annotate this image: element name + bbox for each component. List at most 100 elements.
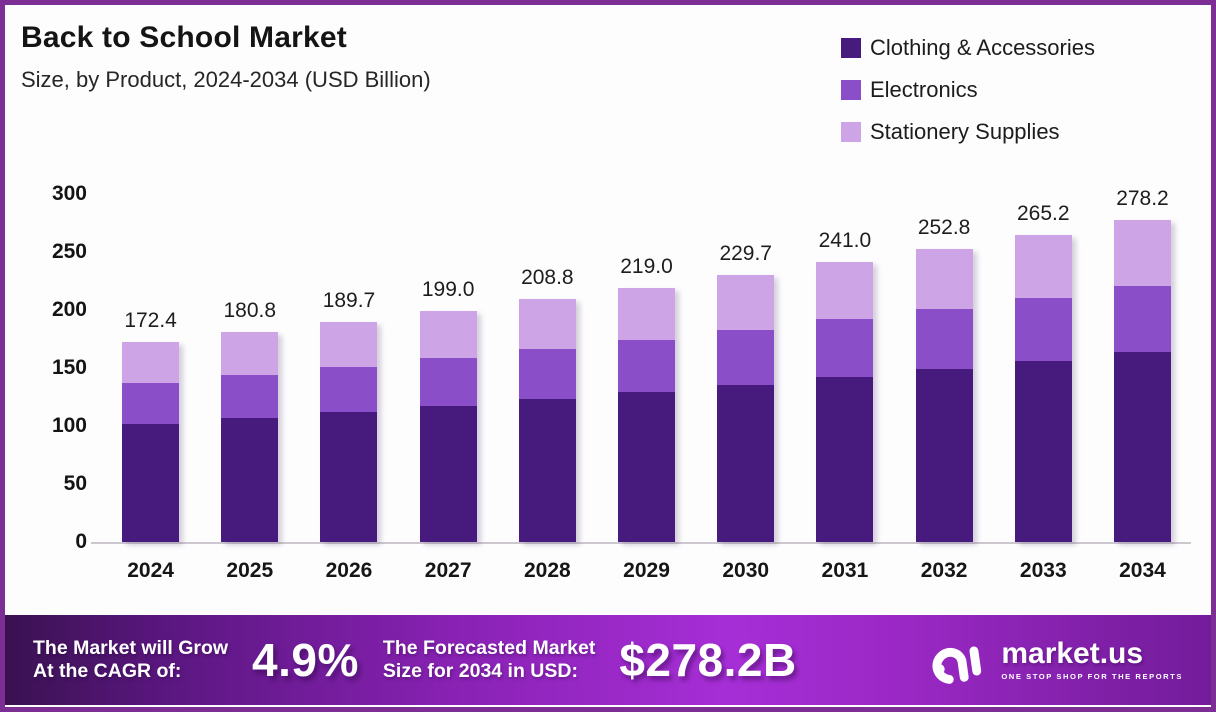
stacked-bar <box>717 275 775 542</box>
bar-segment <box>1014 298 1072 361</box>
bar-segment <box>122 424 180 542</box>
x-tick-label: 2028 <box>523 559 571 582</box>
y-tick-label: 200 <box>51 298 87 321</box>
bar-segment <box>816 377 874 542</box>
x-tick-label: 2025 <box>226 559 274 582</box>
bar-segment <box>122 383 180 424</box>
market-us-logo-icon <box>929 633 991 687</box>
y-axis: 0 50 100 150 200 250 300 <box>29 5 87 553</box>
stacked-bar <box>915 249 973 542</box>
bar-segment <box>816 262 874 319</box>
legend-swatch <box>841 122 861 142</box>
bar-segment <box>419 311 477 358</box>
bar-segment <box>717 385 775 542</box>
bar-total-label: 229.7 <box>719 242 772 265</box>
bar-segment <box>221 375 279 418</box>
legend-item: Stationery Supplies <box>841 119 1095 145</box>
bar-total-label: 265.2 <box>1017 202 1070 225</box>
bar-segment <box>717 330 775 385</box>
bar-segment <box>1014 235 1072 298</box>
bar-total-label: 189.7 <box>322 289 376 312</box>
chart-legend: Clothing & Accessories Electronics Station… <box>841 35 1095 145</box>
cagr-label-line1: The Market will Grow <box>33 636 229 659</box>
bar-chart: 172.4 180.8 189.7 199.0 208.8 219.0 229.7 241.0… <box>101 5 1192 542</box>
x-tick-label: 2033 <box>1019 559 1067 582</box>
cagr-value: 4.9% <box>252 634 359 686</box>
page-subtitle: Size, by Product, 2024-2034 (USD Billion… <box>21 67 431 92</box>
stacked-bar <box>221 332 279 542</box>
page-title: Back to School Market <box>21 21 347 54</box>
brand-text: market.us ONE STOP SHOP FOR THE REPORTS <box>1001 637 1183 682</box>
y-tick-label: 50 <box>63 472 87 495</box>
x-tick-label: 2024 <box>127 559 174 582</box>
y-tick-label: 250 <box>51 240 87 263</box>
stacked-bar <box>618 288 676 542</box>
forecast-label-line1: The Forecasted Market <box>382 636 596 659</box>
bar-segment <box>518 299 576 349</box>
bar-segment <box>1014 361 1072 542</box>
bar-segment <box>915 249 973 309</box>
bar-segment <box>320 322 378 367</box>
legend-label: Clothing & Accessories <box>870 35 1095 60</box>
x-tick-label: 2026 <box>325 559 373 582</box>
bar-total-label: 219.0 <box>620 255 673 278</box>
legend-label: Stationery Supplies <box>870 119 1060 144</box>
bar-group-2032: 252.8 <box>895 216 994 542</box>
legend-label: Electronics <box>870 77 978 102</box>
y-tick-label: 300 <box>51 182 87 205</box>
bar-group-2034: 278.2 <box>1093 187 1192 542</box>
y-tick-label: 150 <box>51 356 87 379</box>
bar-segment <box>618 288 676 340</box>
bar-segment <box>221 332 279 375</box>
bar-group-2030: 229.7 <box>696 242 795 542</box>
bar-segment <box>419 406 477 542</box>
bar-group-2028: 208.8 <box>498 266 597 542</box>
footer-banner: The Market will Grow At the CAGR of: 4.9… <box>5 615 1211 705</box>
bar-total-label: 199.0 <box>421 278 475 301</box>
brand-name: market.us <box>1001 637 1144 670</box>
x-tick-label: 2032 <box>920 559 968 582</box>
bar-total-label: 278.2 <box>1116 187 1169 210</box>
bar-segment <box>816 319 874 377</box>
bar-segment <box>320 367 378 412</box>
legend-item: Clothing & Accessories <box>841 35 1095 61</box>
bar-segment <box>1113 352 1171 542</box>
bar-segment <box>221 418 279 542</box>
bar-total-label: 172.4 <box>124 309 177 332</box>
bar-group-2027: 199.0 <box>399 278 498 542</box>
bar-segment <box>122 342 180 383</box>
bar-segment <box>518 399 576 542</box>
stacked-bar <box>1014 235 1072 542</box>
forecast-label: The Forecasted Market Size for 2034 in U… <box>383 637 595 684</box>
stacked-bar <box>816 262 874 542</box>
bar-segment <box>1113 220 1171 286</box>
x-tick-label: 2030 <box>722 559 770 582</box>
bar-segment <box>320 412 378 542</box>
legend-swatch <box>841 80 861 100</box>
x-tick-label: 2034 <box>1119 559 1166 582</box>
bar-group-2025: 180.8 <box>200 299 299 542</box>
bar-group-2029: 219.0 <box>597 255 696 542</box>
x-tick-label: 2029 <box>623 559 670 582</box>
bar-total-label: 241.0 <box>818 229 872 252</box>
x-tick-label: 2027 <box>424 559 472 582</box>
bar-group-2031: 241.0 <box>795 229 894 542</box>
legend-item: Electronics <box>841 77 1095 103</box>
forecast-value: $278.2B <box>619 634 797 686</box>
bar-segment <box>915 369 973 542</box>
stacked-bar <box>518 299 576 542</box>
bar-segment <box>518 349 576 399</box>
legend-swatch <box>841 38 861 58</box>
bar-total-label: 208.8 <box>521 266 574 289</box>
forecast-label-line2: Size for 2034 in USD: <box>382 660 578 682</box>
cagr-label: The Market will Grow At the CAGR of: <box>33 637 228 684</box>
bar-segment <box>915 309 973 369</box>
bar-group-2026: 189.7 <box>299 289 398 542</box>
bar-group-2024: 172.4 <box>101 309 200 542</box>
bar-total-label: 180.8 <box>223 299 277 322</box>
bar-segment <box>618 392 676 542</box>
x-axis-labels: 2024 2025 2026 2027 2028 2029 2030 2031 2032 2033… <box>101 559 1192 583</box>
bar-total-label: 252.8 <box>917 216 971 239</box>
bar-segment <box>1113 286 1171 352</box>
